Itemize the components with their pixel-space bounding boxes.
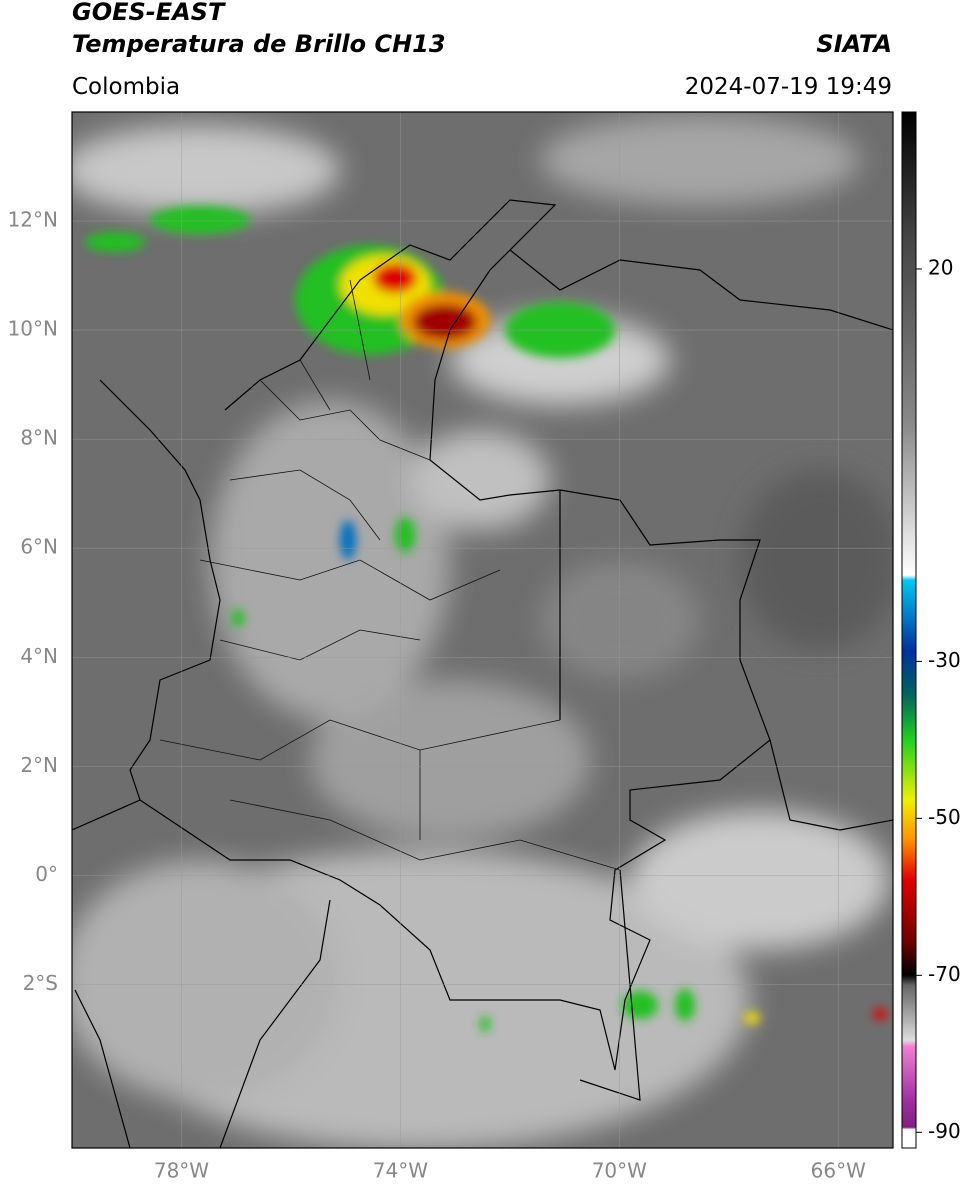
- title: GOES-EAST: [72, 0, 226, 26]
- y-tick-label: 2°N: [20, 753, 58, 777]
- x-tick-label: 66°W: [811, 1159, 866, 1183]
- country-border: [99, 199, 771, 1071]
- source: SIATA: [816, 30, 892, 58]
- colorbar-tick-label: 20: [928, 255, 953, 279]
- colorbar-tick-label: -50: [928, 805, 961, 829]
- x-tick-label: 70°W: [592, 1159, 647, 1183]
- colorbar: [901, 111, 917, 1149]
- y-tick-label: 8°N: [20, 426, 58, 450]
- x-tick-label: 74°W: [373, 1159, 428, 1183]
- y-tick-label: 10°N: [8, 317, 58, 341]
- region: Colombia: [72, 74, 180, 100]
- other-borders: [72, 249, 893, 1148]
- grid: [72, 112, 893, 1148]
- y-tick-label: 12°N: [8, 208, 58, 232]
- satellite-image: [72, 112, 893, 1148]
- y-tick-label: 4°N: [20, 644, 58, 668]
- y-tick-label: 2°S: [23, 971, 58, 995]
- colorbar-tick-label: -30: [928, 648, 961, 672]
- subtitle: Temperatura de Brillo CH13: [72, 30, 446, 58]
- y-tick-label: 0°: [35, 862, 58, 886]
- map-frame: [71, 111, 894, 1149]
- datetime: 2024-07-19 19:49: [685, 74, 892, 100]
- y-tick-label: 6°N: [20, 535, 58, 559]
- colorbar-tick-label: -90: [928, 1119, 961, 1143]
- x-tick-label: 78°W: [154, 1159, 209, 1183]
- colorbar-tick-label: -70: [928, 962, 961, 986]
